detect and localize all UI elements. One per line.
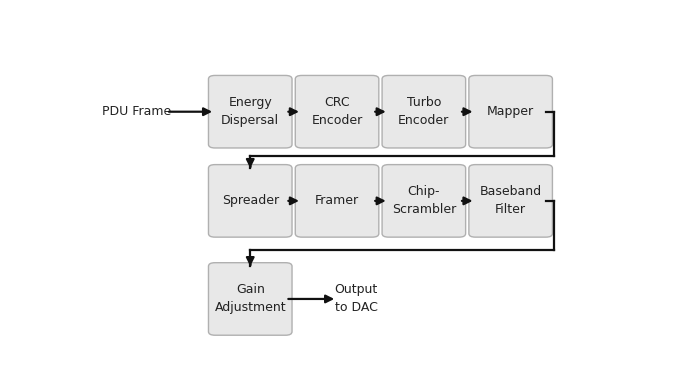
- Text: Output
to DAC: Output to DAC: [335, 283, 378, 315]
- Text: Mapper: Mapper: [487, 105, 534, 118]
- Text: Spreader: Spreader: [222, 195, 279, 207]
- Text: PDU Frame: PDU Frame: [102, 105, 171, 118]
- FancyBboxPatch shape: [382, 164, 466, 237]
- FancyBboxPatch shape: [295, 75, 379, 148]
- Text: Chip-
Scrambler: Chip- Scrambler: [392, 185, 456, 217]
- Text: Baseband
Filter: Baseband Filter: [480, 185, 542, 217]
- FancyBboxPatch shape: [209, 164, 292, 237]
- Text: Gain
Adjustment: Gain Adjustment: [214, 283, 286, 315]
- FancyBboxPatch shape: [469, 164, 552, 237]
- Text: CRC
Encoder: CRC Encoder: [312, 96, 363, 127]
- FancyBboxPatch shape: [295, 164, 379, 237]
- Text: Energy
Dispersal: Energy Dispersal: [221, 96, 279, 127]
- FancyBboxPatch shape: [469, 75, 552, 148]
- Text: Framer: Framer: [315, 195, 359, 207]
- FancyBboxPatch shape: [209, 263, 292, 335]
- FancyBboxPatch shape: [209, 75, 292, 148]
- Text: Turbo
Encoder: Turbo Encoder: [398, 96, 449, 127]
- FancyBboxPatch shape: [382, 75, 466, 148]
